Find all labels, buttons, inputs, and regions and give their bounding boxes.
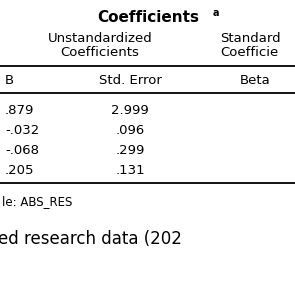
Text: 2.999: 2.999 bbox=[111, 104, 149, 117]
Text: Coefficients: Coefficients bbox=[60, 47, 140, 60]
Text: Std. Error: Std. Error bbox=[99, 73, 161, 86]
Text: Standard: Standard bbox=[220, 32, 281, 45]
Text: a: a bbox=[213, 8, 219, 18]
Text: le: ABS_RES: le: ABS_RES bbox=[2, 195, 72, 208]
Text: .096: .096 bbox=[115, 124, 145, 137]
Text: Coefficients: Coefficients bbox=[97, 11, 199, 25]
Text: .299: .299 bbox=[115, 143, 145, 157]
Text: -.068: -.068 bbox=[5, 143, 39, 157]
Text: Unstandardized: Unstandardized bbox=[47, 32, 153, 45]
Text: B: B bbox=[5, 73, 14, 86]
Text: Beta: Beta bbox=[240, 73, 271, 86]
Text: Coefficie: Coefficie bbox=[220, 47, 278, 60]
Text: .131: .131 bbox=[115, 163, 145, 176]
Text: .205: .205 bbox=[5, 163, 35, 176]
Text: -.032: -.032 bbox=[5, 124, 39, 137]
Text: .879: .879 bbox=[5, 104, 35, 117]
Text: ed research data (202: ed research data (202 bbox=[0, 230, 182, 248]
